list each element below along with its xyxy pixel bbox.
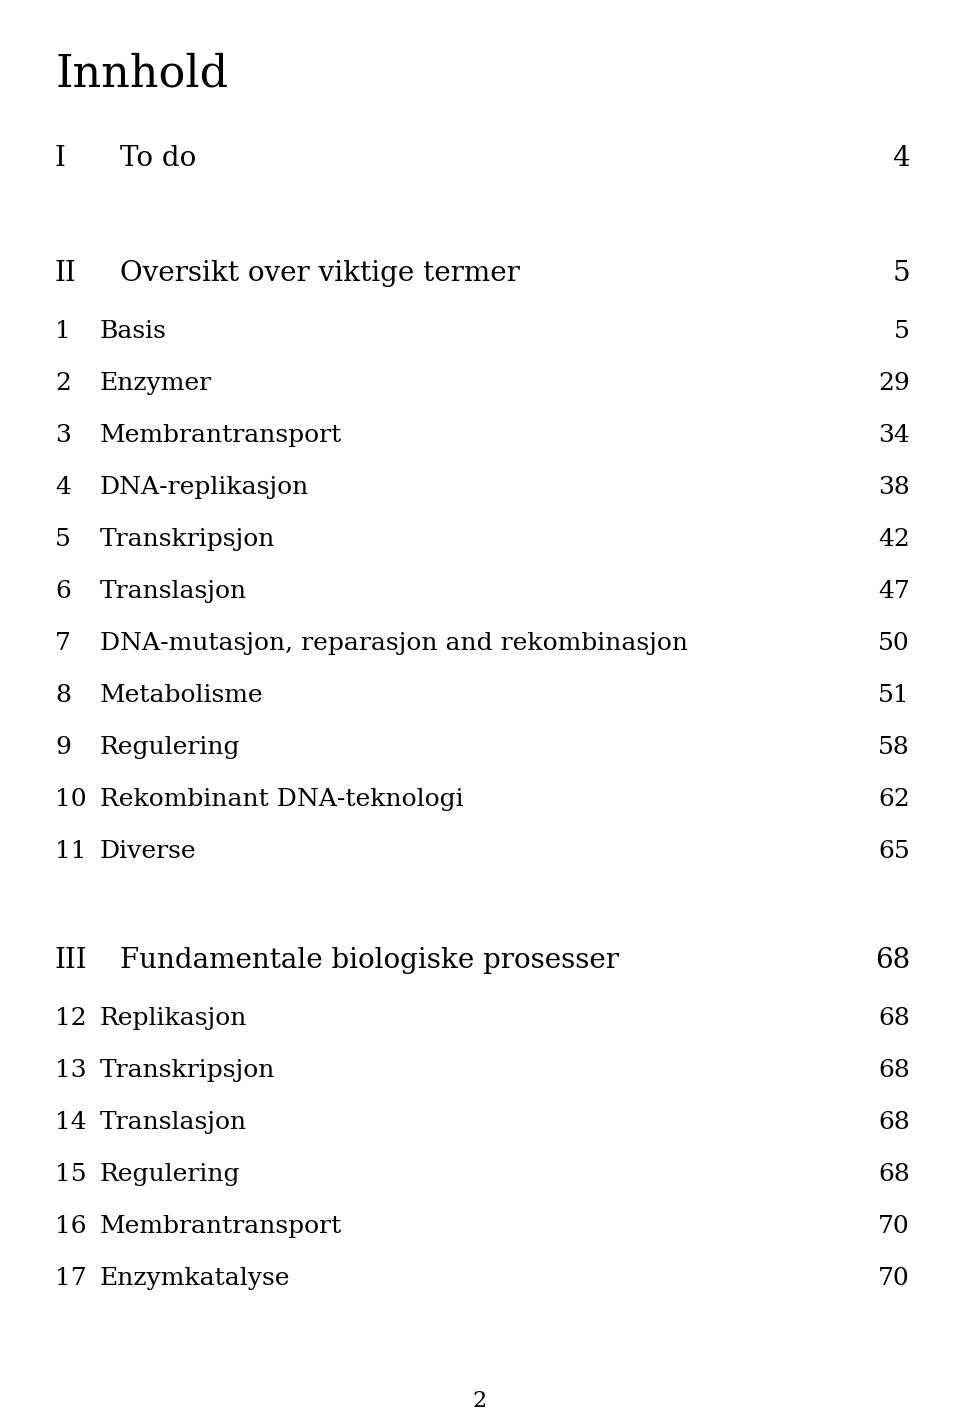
Text: 2: 2 bbox=[55, 372, 71, 395]
Text: 65: 65 bbox=[878, 841, 910, 863]
Text: 4: 4 bbox=[55, 477, 71, 499]
Text: 58: 58 bbox=[878, 736, 910, 759]
Text: Translasjon: Translasjon bbox=[100, 579, 247, 604]
Text: 5: 5 bbox=[893, 260, 910, 287]
Text: Diverse: Diverse bbox=[100, 841, 197, 863]
Text: 15: 15 bbox=[55, 1163, 86, 1186]
Text: 5: 5 bbox=[55, 528, 71, 551]
Text: 13: 13 bbox=[55, 1059, 86, 1082]
Text: 68: 68 bbox=[878, 1059, 910, 1082]
Text: 8: 8 bbox=[55, 684, 71, 706]
Text: Innhold: Innhold bbox=[55, 51, 228, 96]
Text: Transkripsjon: Transkripsjon bbox=[100, 528, 276, 551]
Text: I: I bbox=[55, 146, 66, 173]
Text: Transkripsjon: Transkripsjon bbox=[100, 1059, 276, 1082]
Text: 7: 7 bbox=[55, 632, 71, 655]
Text: 17: 17 bbox=[55, 1267, 86, 1290]
Text: 16: 16 bbox=[55, 1214, 86, 1239]
Text: 68: 68 bbox=[878, 1007, 910, 1030]
Text: 6: 6 bbox=[55, 579, 71, 604]
Text: 51: 51 bbox=[878, 684, 910, 706]
Text: Oversikt over viktige termer: Oversikt over viktige termer bbox=[120, 260, 520, 287]
Text: 4: 4 bbox=[893, 146, 910, 173]
Text: 70: 70 bbox=[878, 1214, 910, 1239]
Text: 47: 47 bbox=[878, 579, 910, 604]
Text: Fundamentale biologiske prosesser: Fundamentale biologiske prosesser bbox=[120, 948, 619, 975]
Text: III: III bbox=[55, 948, 87, 975]
Text: Rekombinant DNA-teknologi: Rekombinant DNA-teknologi bbox=[100, 788, 464, 811]
Text: Replikasjon: Replikasjon bbox=[100, 1007, 248, 1030]
Text: Regulering: Regulering bbox=[100, 1163, 241, 1186]
Text: 38: 38 bbox=[878, 477, 910, 499]
Text: 34: 34 bbox=[878, 424, 910, 447]
Text: 68: 68 bbox=[875, 948, 910, 975]
Text: 2: 2 bbox=[473, 1390, 487, 1411]
Text: 68: 68 bbox=[878, 1112, 910, 1134]
Text: Membrantransport: Membrantransport bbox=[100, 424, 343, 447]
Text: Regulering: Regulering bbox=[100, 736, 241, 759]
Text: 62: 62 bbox=[878, 788, 910, 811]
Text: 1: 1 bbox=[55, 320, 71, 342]
Text: 3: 3 bbox=[55, 424, 71, 447]
Text: Basis: Basis bbox=[100, 320, 167, 342]
Text: DNA-mutasjon, reparasjon and rekombinasjon: DNA-mutasjon, reparasjon and rekombinasj… bbox=[100, 632, 688, 655]
Text: 42: 42 bbox=[878, 528, 910, 551]
Text: Metabolisme: Metabolisme bbox=[100, 684, 264, 706]
Text: Membrantransport: Membrantransport bbox=[100, 1214, 343, 1239]
Text: 9: 9 bbox=[55, 736, 71, 759]
Text: Enzymer: Enzymer bbox=[100, 372, 212, 395]
Text: 14: 14 bbox=[55, 1112, 86, 1134]
Text: 70: 70 bbox=[878, 1267, 910, 1290]
Text: 11: 11 bbox=[55, 841, 86, 863]
Text: Translasjon: Translasjon bbox=[100, 1112, 247, 1134]
Text: DNA-replikasjon: DNA-replikasjon bbox=[100, 477, 309, 499]
Text: 50: 50 bbox=[878, 632, 910, 655]
Text: II: II bbox=[55, 260, 77, 287]
Text: 68: 68 bbox=[878, 1163, 910, 1186]
Text: Enzymkatalyse: Enzymkatalyse bbox=[100, 1267, 291, 1290]
Text: 5: 5 bbox=[894, 320, 910, 342]
Text: 10: 10 bbox=[55, 788, 86, 811]
Text: 12: 12 bbox=[55, 1007, 86, 1030]
Text: 29: 29 bbox=[878, 372, 910, 395]
Text: To do: To do bbox=[120, 146, 196, 173]
